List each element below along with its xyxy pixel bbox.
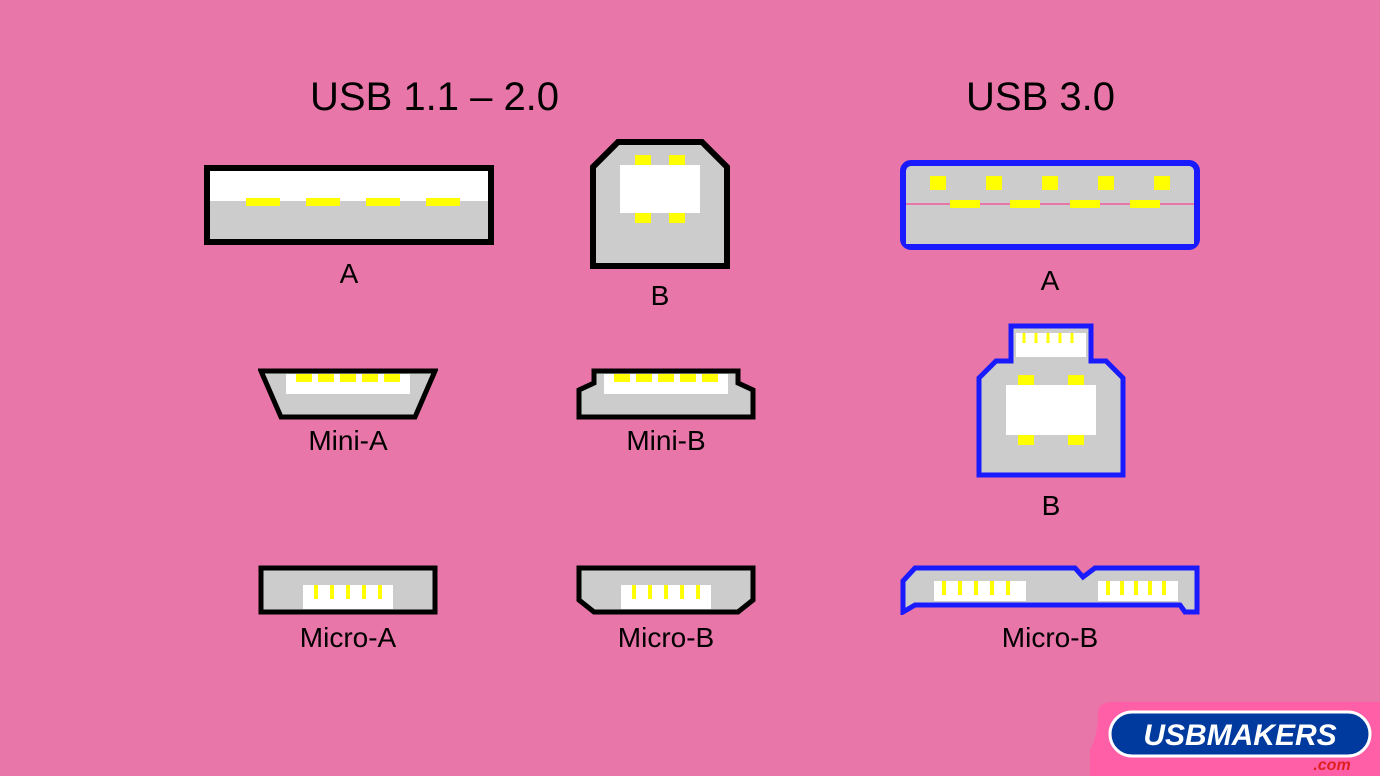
- connector-usb2-a: [204, 165, 494, 245]
- label-usb2-mini-b: Mini-B: [626, 425, 705, 457]
- logo-subtext: .com: [1313, 757, 1350, 774]
- connector-usb3-a: [900, 160, 1200, 250]
- label-usb2-micro-b: Micro-B: [618, 622, 714, 654]
- connector-usb3-micro-b: [900, 565, 1200, 615]
- label-usb2-a: A: [340, 258, 359, 290]
- connector-usb2-mini-b: [576, 368, 756, 420]
- label-usb2-mini-a: Mini-A: [308, 425, 387, 457]
- connector-usb2-micro-b: [576, 565, 756, 615]
- label-usb2-micro-a: Micro-A: [300, 622, 396, 654]
- watermark-logo: USBMAKERS .com: [1090, 702, 1380, 776]
- connector-usb2-b: [590, 139, 730, 269]
- label-usb3-b: B: [1042, 490, 1061, 522]
- heading-usb3: USB 3.0: [966, 75, 1115, 120]
- connector-usb2-mini-a: [258, 368, 438, 420]
- heading-usb2: USB 1.1 – 2.0: [310, 75, 559, 120]
- label-usb2-b: B: [651, 280, 670, 312]
- label-usb3-a: A: [1041, 265, 1060, 297]
- logo-text: USBMAKERS: [1143, 719, 1336, 752]
- label-usb3-micro-b: Micro-B: [1002, 622, 1098, 654]
- connector-usb3-b: [976, 323, 1126, 478]
- connector-usb2-micro-a: [258, 565, 438, 615]
